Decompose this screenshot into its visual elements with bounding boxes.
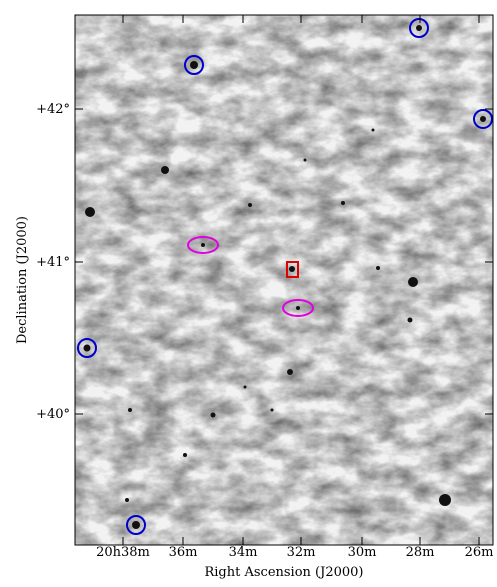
figure: Right Ascension (J2000) Declination (J20… xyxy=(0,0,497,583)
y-tick-label: +42° xyxy=(36,102,70,117)
x-axis-label: Right Ascension (J2000) xyxy=(204,565,363,580)
x-tick-label: 34m xyxy=(229,545,258,560)
x-tick-label: 28m xyxy=(406,545,435,560)
x-tick-label: 32m xyxy=(287,545,316,560)
x-tick-label: 30m xyxy=(348,545,377,560)
y-axis-label: Declination (J2000) xyxy=(15,216,30,344)
x-tick-label: 36m xyxy=(169,545,198,560)
x-tick-label: 20h38m xyxy=(96,545,150,560)
y-tick-label: +41° xyxy=(36,255,70,270)
sky-image xyxy=(75,15,493,545)
x-tick-label: 26m xyxy=(465,545,494,560)
y-tick-label: +40° xyxy=(36,407,70,422)
